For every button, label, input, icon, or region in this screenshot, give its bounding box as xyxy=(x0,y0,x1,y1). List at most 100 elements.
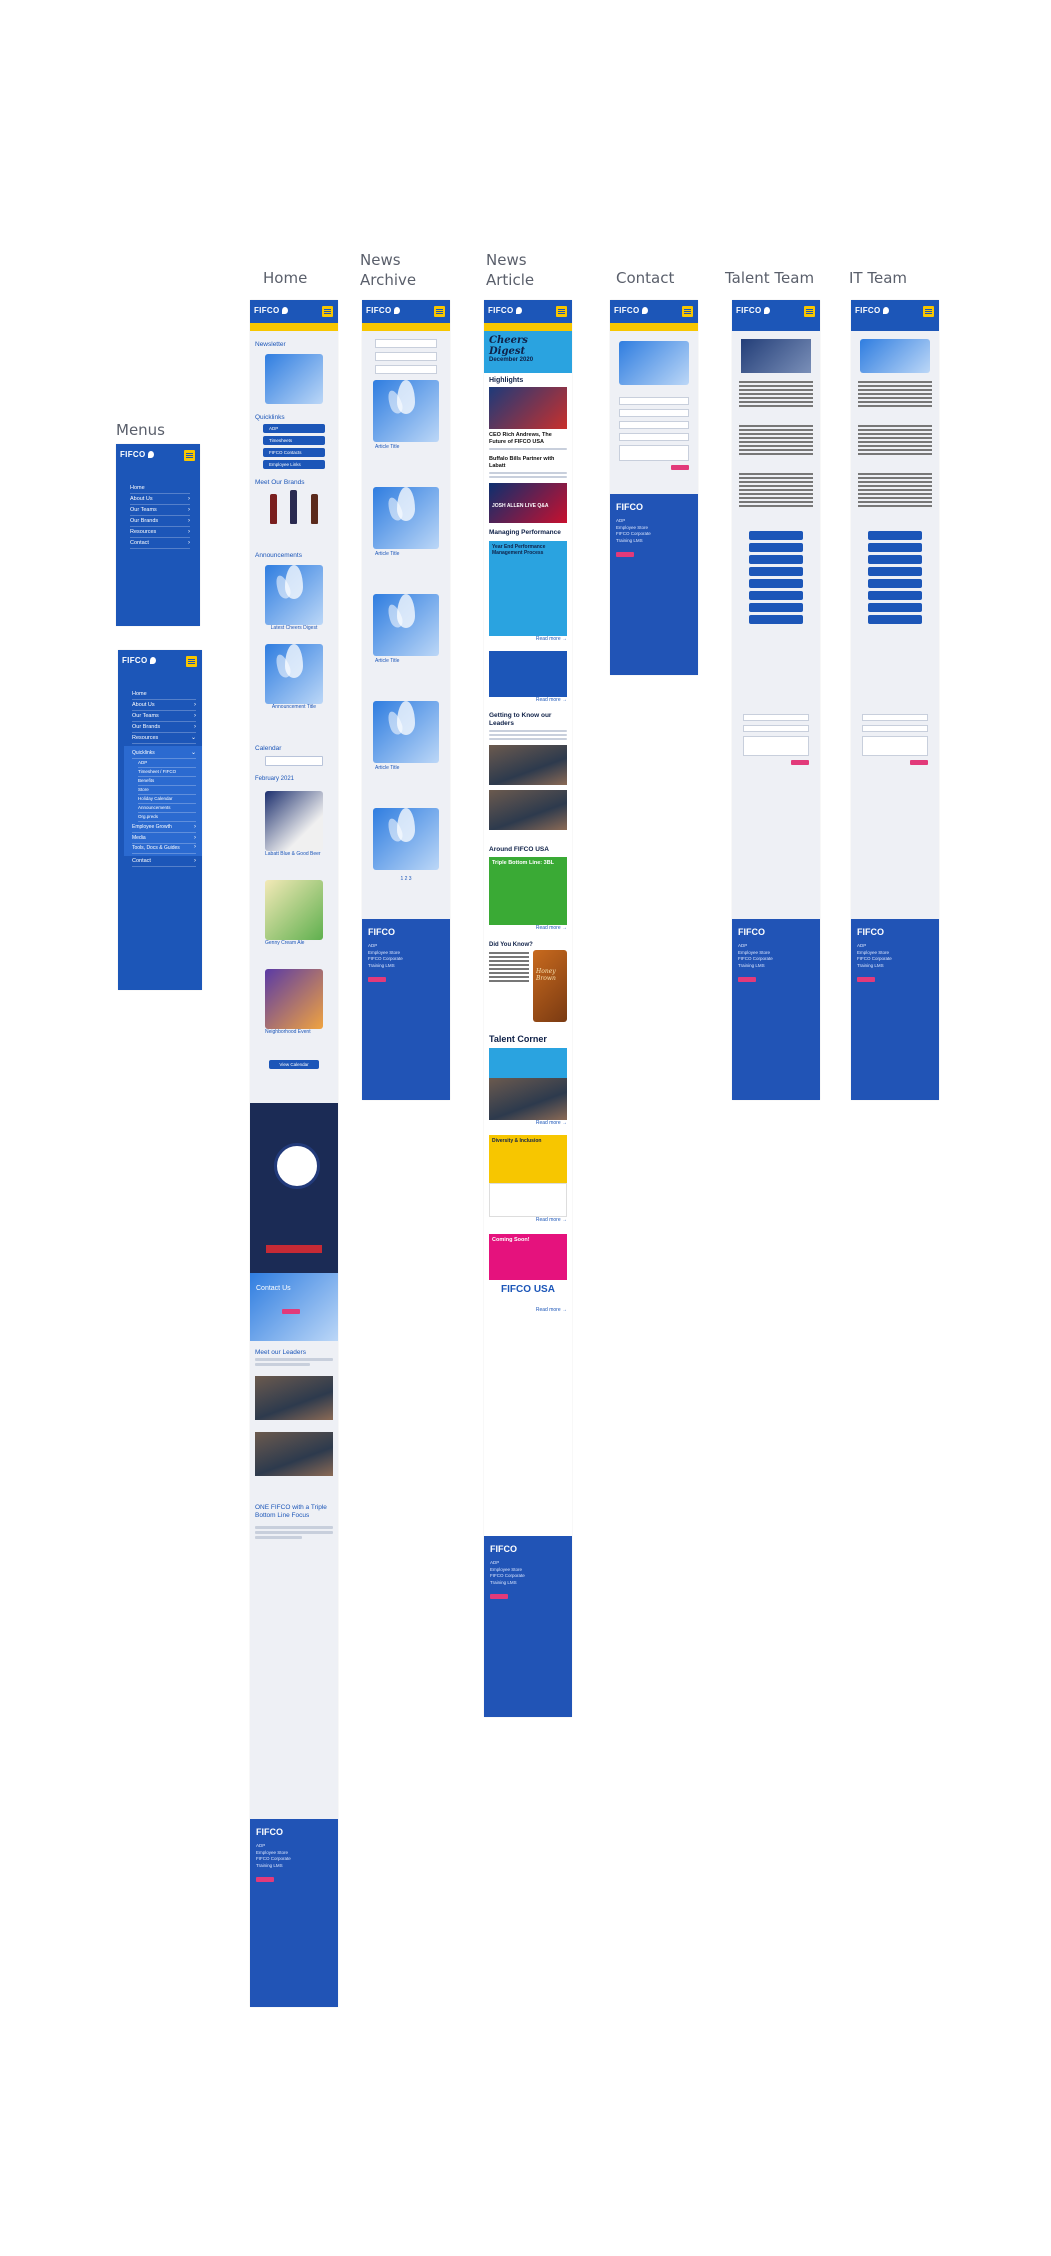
team-link-button[interactable] xyxy=(868,615,922,624)
read-more-link[interactable]: Read more → xyxy=(535,697,567,703)
calendar-search-input[interactable] xyxy=(265,756,323,766)
archive-filter-dropdown[interactable] xyxy=(375,352,437,361)
leader-photo[interactable] xyxy=(489,790,567,830)
submenu-item[interactable]: Benefits xyxy=(138,777,196,786)
team-link-button[interactable] xyxy=(749,615,803,624)
quicklink-employee[interactable]: Employee Links xyxy=(263,460,325,469)
footer-link[interactable]: Employee Store xyxy=(616,524,649,530)
pagination[interactable]: 1 2 3 xyxy=(400,876,412,882)
submenu-item[interactable]: Store xyxy=(138,786,196,795)
menu-toggle-icon[interactable] xyxy=(184,450,195,461)
footer-link[interactable]: ADP xyxy=(490,1560,500,1565)
event-card[interactable] xyxy=(265,791,323,851)
team-link-button[interactable] xyxy=(749,543,803,552)
footer-link[interactable]: ADP xyxy=(368,943,378,948)
menu-toggle-icon[interactable] xyxy=(682,306,693,317)
team-link-button[interactable] xyxy=(868,603,922,612)
footer-link[interactable]: FIFCO Corporate xyxy=(256,1856,291,1861)
menu-item-resources[interactable]: Resources › xyxy=(130,527,190,538)
footer-link[interactable]: ADP xyxy=(616,518,626,523)
footer-link[interactable]: Employee Store xyxy=(256,1849,289,1855)
fifco-logo[interactable]: FIFCO xyxy=(736,306,770,315)
fifco-logo[interactable]: FIFCO xyxy=(366,306,400,315)
footer-link[interactable]: Employee Store xyxy=(857,949,890,955)
event-card[interactable] xyxy=(265,969,323,1029)
submit-button[interactable] xyxy=(671,465,689,470)
footer-link[interactable]: FIFCO Corporate xyxy=(857,956,892,961)
form-field[interactable] xyxy=(862,725,928,732)
footer-link[interactable]: Training LMS xyxy=(738,962,765,968)
leader-photo[interactable] xyxy=(489,745,567,785)
form-field[interactable] xyxy=(619,421,689,429)
footer-link[interactable]: FIFCO Corporate xyxy=(368,956,403,961)
fifco-logo[interactable]: FIFCO xyxy=(855,306,889,315)
ceo-photo[interactable] xyxy=(489,387,567,429)
fifco-logo[interactable]: FIFCO xyxy=(614,306,648,315)
footer-link[interactable]: Training LMS xyxy=(368,962,395,968)
menu-item-contact[interactable]: Contact › xyxy=(132,856,196,867)
form-field[interactable] xyxy=(619,397,689,405)
event-card[interactable] xyxy=(265,880,323,940)
submenu-item[interactable]: Announcements xyxy=(138,804,196,813)
fifco-logo[interactable]: FIFCO xyxy=(254,306,288,315)
menu-item-teams[interactable]: Our Teams › xyxy=(130,505,190,516)
menu-toggle-icon[interactable] xyxy=(556,306,567,317)
read-more-link[interactable]: Read more → xyxy=(535,636,567,642)
article-card[interactable] xyxy=(373,701,439,763)
quicklink-adp[interactable]: ADP xyxy=(263,424,325,433)
footer-link[interactable]: ADP xyxy=(738,943,748,948)
form-textarea[interactable] xyxy=(743,736,809,756)
menu-toggle-icon[interactable] xyxy=(434,306,445,317)
fifco-logo[interactable]: FIFCO xyxy=(120,450,154,459)
footer-link[interactable]: Training LMS xyxy=(490,1579,517,1585)
footer-button[interactable] xyxy=(256,1877,274,1882)
footer-link[interactable]: FIFCO Corporate xyxy=(616,531,651,536)
team-link-button[interactable] xyxy=(749,555,803,564)
team-link-button[interactable] xyxy=(868,555,922,564)
read-more-link[interactable]: Read more → xyxy=(535,1120,567,1126)
submenu-item[interactable]: Holiday Calendar xyxy=(138,795,196,804)
menu-item-home[interactable]: Home xyxy=(130,483,190,494)
menu-item-about[interactable]: About Us › xyxy=(132,700,196,711)
form-field[interactable] xyxy=(619,433,689,441)
fifco-logo[interactable]: FIFCO xyxy=(488,306,522,315)
leader-photo[interactable] xyxy=(255,1432,333,1476)
menu-item-teams[interactable]: Our Teams › xyxy=(132,711,196,722)
view-calendar-button[interactable]: View Calendar xyxy=(269,1060,319,1069)
footer-link[interactable]: ADP xyxy=(857,943,867,948)
submenu-item[interactable]: Org.preds xyxy=(138,813,196,822)
article-card[interactable] xyxy=(373,487,439,549)
menu-item-resources[interactable]: Resources ⌄ xyxy=(132,733,196,744)
menu-item-media[interactable]: Media › xyxy=(132,833,196,844)
announcement-card[interactable] xyxy=(265,644,323,704)
menu-item-employee-growth[interactable]: Employee Growth › xyxy=(132,822,196,833)
footer-link[interactable]: Training LMS xyxy=(857,962,884,968)
fifco-logo[interactable]: FIFCO xyxy=(122,656,156,665)
newsletter-card[interactable] xyxy=(265,354,323,404)
footer-button[interactable] xyxy=(616,552,634,557)
footer-button[interactable] xyxy=(857,977,875,982)
form-field[interactable] xyxy=(743,725,809,732)
read-more-link[interactable]: Read more → xyxy=(535,925,567,931)
team-link-button[interactable] xyxy=(868,543,922,552)
menu-toggle-icon[interactable] xyxy=(322,306,333,317)
menu-toggle-icon[interactable] xyxy=(186,656,197,667)
archive-filter-dropdown[interactable] xyxy=(375,339,437,348)
submit-button[interactable] xyxy=(791,760,809,765)
announcement-card[interactable] xyxy=(265,565,323,625)
team-link-button[interactable] xyxy=(749,591,803,600)
archive-filter-dropdown[interactable] xyxy=(375,365,437,374)
form-field[interactable] xyxy=(743,714,809,721)
submit-button[interactable] xyxy=(910,760,928,765)
footer-button[interactable] xyxy=(368,977,386,982)
team-link-button[interactable] xyxy=(749,603,803,612)
team-link-button[interactable] xyxy=(868,591,922,600)
team-link-button[interactable] xyxy=(749,579,803,588)
leader-photo[interactable] xyxy=(255,1376,333,1420)
submenu-item[interactable]: ADP xyxy=(138,759,196,768)
team-link-button[interactable] xyxy=(868,531,922,540)
menu-item-brands[interactable]: Our Brands › xyxy=(130,516,190,527)
menu-item-tools[interactable]: Tools, Docs & Guides › xyxy=(132,844,196,854)
article-card[interactable] xyxy=(373,808,439,870)
footer-link[interactable]: Employee Store xyxy=(738,949,771,955)
